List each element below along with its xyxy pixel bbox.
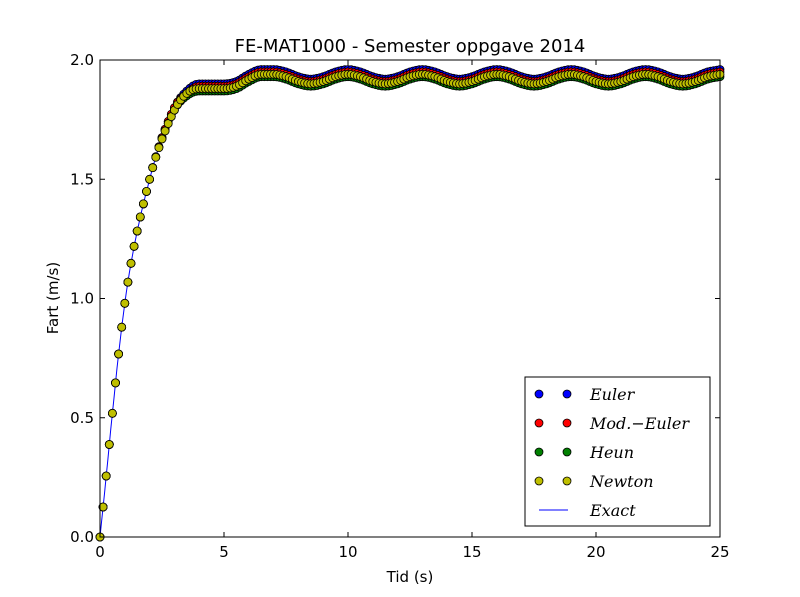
legend-marker bbox=[562, 476, 572, 486]
x-tick-label: 5 bbox=[219, 543, 229, 561]
data-point bbox=[138, 199, 148, 209]
data-point bbox=[148, 163, 158, 173]
x-tick-label: 10 bbox=[338, 543, 357, 561]
data-point bbox=[151, 152, 161, 162]
data-point bbox=[132, 226, 142, 236]
x-tick-label: 15 bbox=[462, 543, 481, 561]
data-point bbox=[108, 408, 117, 418]
legend-label: Euler bbox=[589, 385, 636, 404]
data-point bbox=[98, 502, 108, 512]
data-point bbox=[123, 277, 133, 287]
data-point bbox=[120, 298, 130, 308]
legend-marker bbox=[562, 447, 572, 457]
data-point bbox=[142, 186, 151, 196]
data-point bbox=[117, 322, 127, 332]
data-point bbox=[126, 258, 136, 268]
data-point bbox=[111, 378, 120, 388]
series-layer bbox=[95, 65, 725, 542]
legend: Euler Mod.−Euler Heun Newton Exact bbox=[524, 376, 711, 527]
data-point bbox=[154, 143, 164, 153]
series-newton bbox=[95, 69, 725, 542]
legend-marker bbox=[534, 476, 544, 486]
x-tick-label: 20 bbox=[586, 543, 605, 561]
data-point bbox=[145, 174, 155, 184]
legend-label: Heun bbox=[589, 443, 634, 462]
x-tick-label: 25 bbox=[710, 543, 729, 561]
y-tick-label: 1.5 bbox=[70, 170, 94, 188]
x-axis-label: Tid (s) bbox=[386, 568, 434, 586]
y-tick-label: 0.5 bbox=[70, 409, 94, 427]
legend-label: Exact bbox=[589, 501, 636, 520]
legend-marker bbox=[534, 418, 544, 428]
data-point bbox=[104, 440, 114, 449]
y-axis-label: Fart (m/s) bbox=[44, 262, 62, 334]
y-tick-label: 0.0 bbox=[70, 528, 94, 546]
legend-marker bbox=[534, 447, 544, 457]
data-point bbox=[160, 126, 170, 136]
data-point bbox=[101, 471, 111, 481]
y-tick-label: 2.0 bbox=[70, 51, 94, 69]
data-point bbox=[114, 349, 123, 359]
legend-label: Newton bbox=[589, 472, 654, 491]
data-point bbox=[129, 241, 139, 251]
x-tick-label: 0 bbox=[95, 543, 105, 561]
chart-title: FE-MAT1000 - Semester oppgave 2014 bbox=[235, 36, 586, 57]
y-tick-label: 1.0 bbox=[70, 290, 94, 308]
ticks-layer: 0 5 10 15 20 25 0.0 0.5 1.0 1.5 2.0 bbox=[70, 51, 729, 561]
legend-marker bbox=[562, 389, 572, 399]
legend-box bbox=[524, 376, 711, 527]
data-point bbox=[135, 212, 145, 222]
data-point bbox=[157, 134, 167, 144]
legend-marker bbox=[534, 389, 544, 399]
legend-label: Mod.−Euler bbox=[589, 414, 690, 433]
legend-marker bbox=[562, 418, 572, 428]
